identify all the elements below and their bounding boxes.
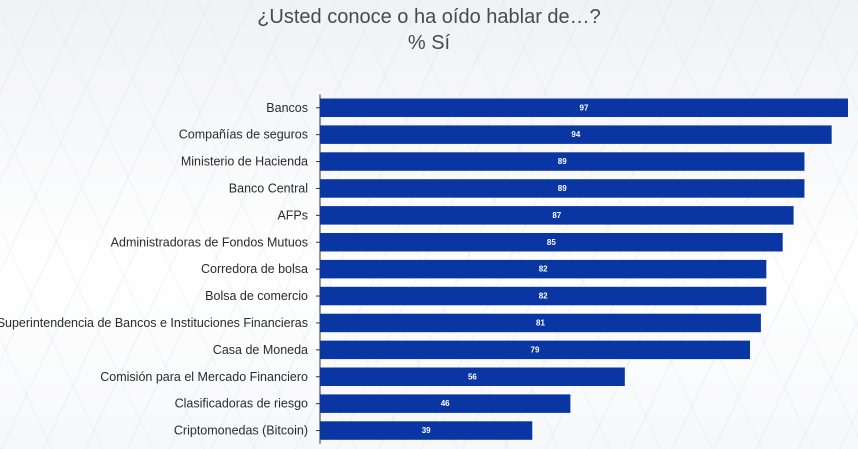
category-label: Casa de Moneda — [213, 343, 308, 357]
bar — [320, 206, 794, 225]
bar — [320, 179, 805, 198]
bar — [320, 367, 625, 386]
bar — [320, 286, 767, 306]
data-label: 87 — [552, 211, 561, 220]
bar — [320, 233, 783, 252]
category-label: AFPs — [277, 208, 308, 222]
category-label: Bolsa de comercio — [205, 289, 308, 303]
category-label: Ministerio de Hacienda — [181, 155, 308, 169]
data-label: 89 — [558, 157, 567, 166]
bar — [320, 98, 848, 117]
data-label: 97 — [580, 103, 589, 112]
data-label: 46 — [441, 399, 450, 408]
data-label: 82 — [539, 265, 548, 274]
category-label: Administradoras de Fondos Mutuos — [111, 235, 308, 249]
bar — [320, 421, 533, 440]
bar — [320, 394, 571, 413]
category-label: Corredora de bolsa — [201, 262, 308, 276]
category-label: Comisión para el Mercado Financiero — [100, 370, 308, 384]
category-label: Clasificadoras de riesgo — [175, 397, 308, 411]
bar — [320, 125, 832, 144]
data-label: 89 — [558, 184, 567, 193]
category-label: Banco Central — [229, 181, 308, 195]
bar — [320, 340, 751, 360]
bar — [320, 313, 761, 333]
data-label: 94 — [571, 130, 580, 139]
category-label: Bancos — [266, 101, 308, 115]
chart-subtitle: % Sí — [407, 32, 451, 54]
bar — [320, 152, 805, 171]
data-label: 82 — [539, 292, 548, 301]
data-label: 81 — [536, 318, 545, 327]
category-label: Compañías de seguros — [179, 128, 308, 142]
chart-title: ¿Usted conoce o ha oído hablar de…? — [257, 6, 601, 28]
category-label: Superintendencia de Bancos e Institucion… — [0, 316, 308, 330]
data-label: 39 — [422, 426, 431, 435]
data-label: 85 — [547, 238, 556, 247]
category-label: Criptomonedas (Bitcoin) — [174, 424, 308, 438]
bar — [320, 259, 767, 279]
data-label: 56 — [468, 372, 477, 381]
data-label: 79 — [531, 345, 540, 354]
